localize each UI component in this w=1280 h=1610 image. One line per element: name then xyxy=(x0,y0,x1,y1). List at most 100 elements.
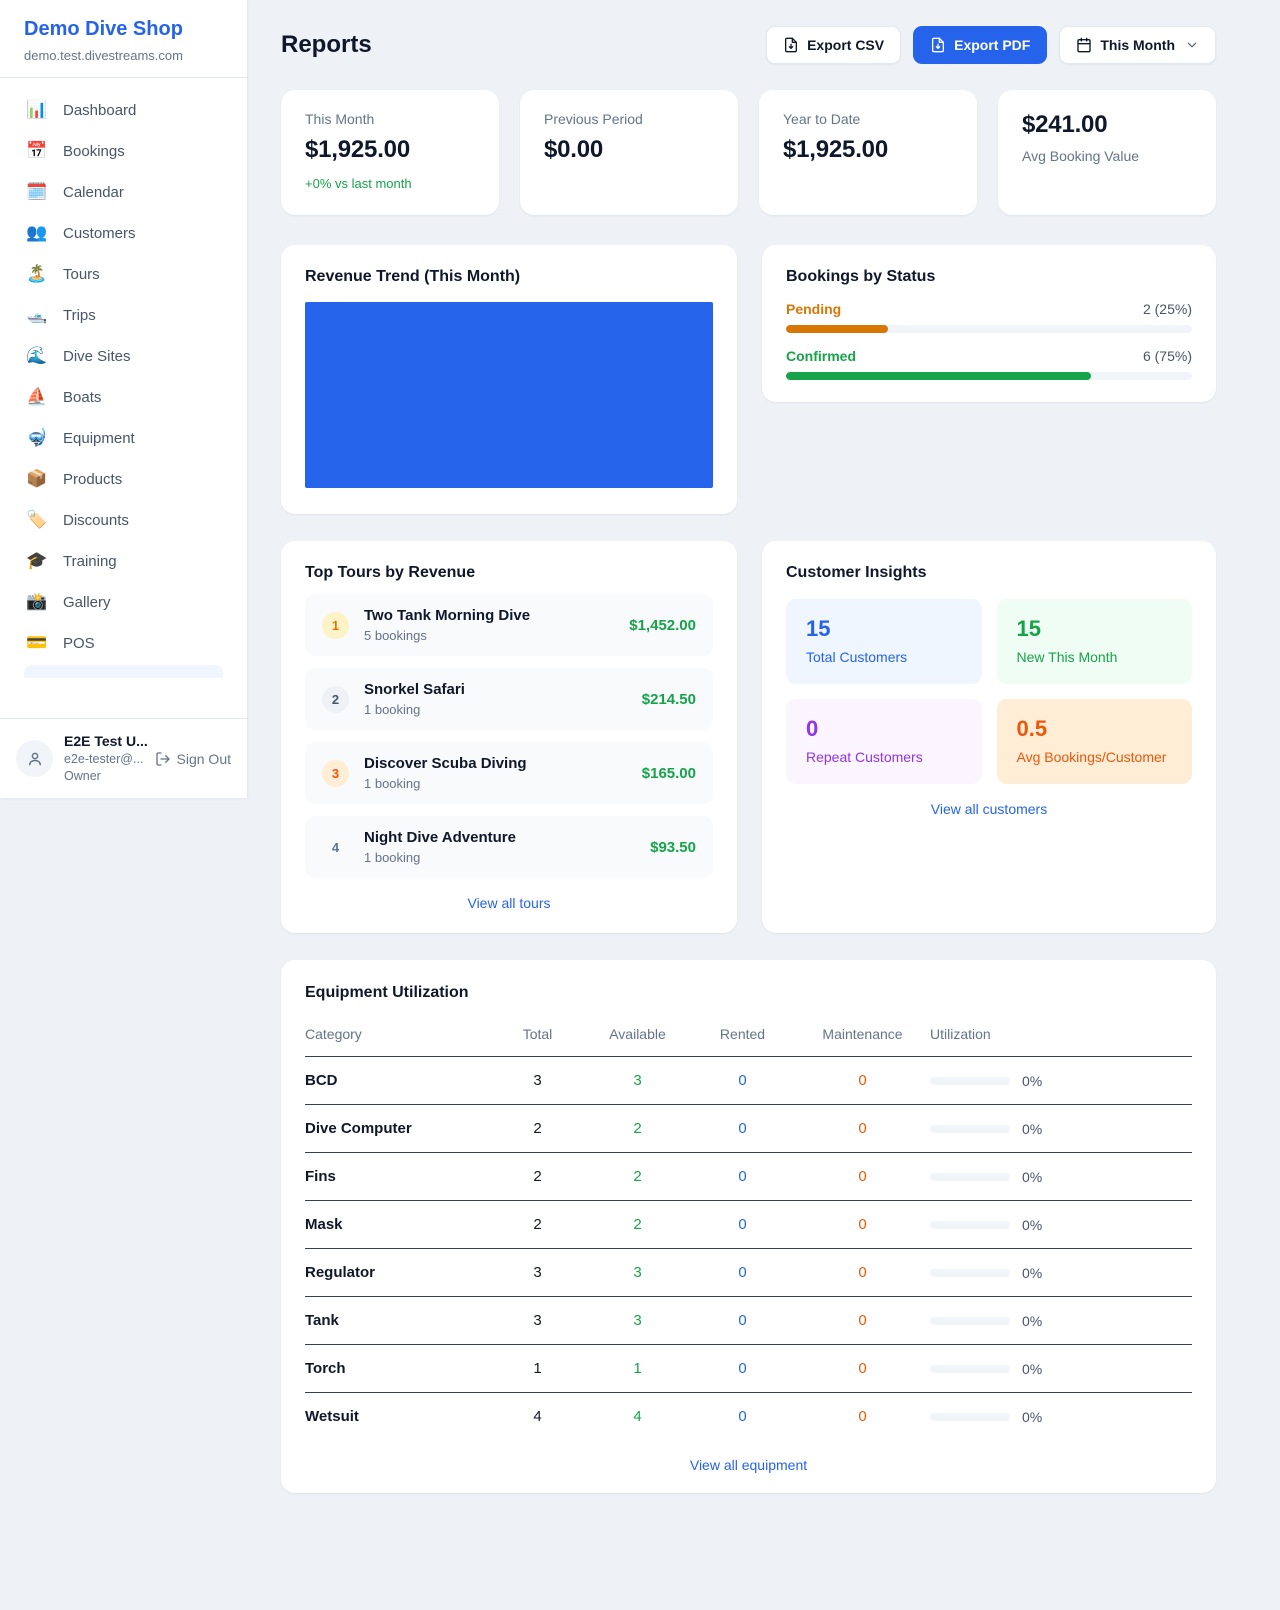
utilization-percent: 0% xyxy=(1022,1264,1043,1281)
equipment-category: Mask xyxy=(305,1200,490,1249)
bookings-calendar-icon: 📅 xyxy=(26,141,48,160)
sidebar: Demo Dive Shop demo.test.divestreams.com… xyxy=(0,0,248,798)
equipment-available: 2 xyxy=(585,1200,690,1249)
sidebar-item-dashboard[interactable]: 📊 Dashboard xyxy=(12,90,235,130)
insight-tile-repeat-customers: 0 Repeat Customers xyxy=(786,699,982,784)
stat-card-previous-period: Previous Period $0.00 xyxy=(520,90,738,215)
equipment-total: 1 xyxy=(490,1344,585,1393)
view-all-customers-link[interactable]: View all customers xyxy=(930,801,1048,817)
sidebar-item-customers[interactable]: 👥 Customers xyxy=(12,213,235,253)
sidebar-item-bookings[interactable]: 📅 Bookings xyxy=(12,131,235,171)
export-csv-label: Export CSV xyxy=(807,37,885,53)
export-csv-button[interactable]: Export CSV xyxy=(766,26,902,64)
sign-out-label: Sign Out xyxy=(176,750,231,767)
insight-tile-new-this-month: 15 New This Month xyxy=(996,599,1192,684)
stat-value: $241.00 xyxy=(1022,111,1108,138)
export-pdf-label: Export PDF xyxy=(954,37,1031,53)
equipment-total: 3 xyxy=(490,1248,585,1297)
sidebar-item-equipment[interactable]: 🤿 Equipment xyxy=(12,418,235,458)
table-row: Tank 3 3 0 0 0% xyxy=(305,1296,1192,1345)
sign-out-button[interactable]: Sign Out xyxy=(155,751,231,767)
customer-insights-title: Customer Insights xyxy=(786,564,927,581)
progress-fill xyxy=(786,325,888,333)
equipment-maintenance: 0 xyxy=(795,1200,930,1249)
user-meta: E2E Test U... e2e-tester@... Owner xyxy=(64,733,148,785)
equipment-category: Fins xyxy=(305,1152,490,1201)
equipment-rented: 0 xyxy=(690,1248,795,1297)
equipment-maintenance: 0 xyxy=(795,1152,930,1201)
tour-row: 4 Night Dive Adventure 1 booking $93.50 xyxy=(305,816,713,878)
equipment-rented: 0 xyxy=(690,1152,795,1201)
equipment-available: 4 xyxy=(633,1408,642,1425)
wave-icon: 🌊 xyxy=(26,346,48,365)
sidebar-item-trips[interactable]: 🛥️ Trips xyxy=(12,295,235,335)
sidebar-item-label: Products xyxy=(63,470,123,488)
sidebar-item-label: Tours xyxy=(63,265,100,283)
sidebar-item-training[interactable]: 🎓 Training xyxy=(12,541,235,581)
page-title: Reports xyxy=(281,31,372,58)
sidebar-item-label: Training xyxy=(63,552,117,570)
package-icon: 📦 xyxy=(26,469,48,488)
rank-badge: 4 xyxy=(331,839,340,855)
sidebar-item-reports-partial[interactable] xyxy=(24,665,223,678)
island-icon: 🏝️ xyxy=(26,264,48,283)
equipment-maintenance: 0 xyxy=(858,1408,867,1425)
utilization-track xyxy=(930,1268,1010,1277)
equipment-category: Tank xyxy=(305,1296,490,1345)
stat-delta: +0% vs last month xyxy=(305,176,412,191)
sidebar-item-label: Customers xyxy=(63,224,136,242)
status-row-pending: Pending 2 (25%) xyxy=(786,301,1192,333)
stat-card-year-to-date: Year to Date $1,925.00 xyxy=(759,90,977,215)
sidebar-item-tours[interactable]: 🏝️ Tours xyxy=(12,254,235,294)
stat-label: Avg Booking Value xyxy=(1022,148,1140,164)
utilization-track xyxy=(930,1412,1010,1421)
credit-card-icon: 💳 xyxy=(26,633,48,652)
sidebar-item-dive-sites[interactable]: 🌊 Dive Sites xyxy=(12,336,235,376)
column-header: Category xyxy=(305,1016,490,1057)
sidebar-item-calendar[interactable]: 🗓️ Calendar xyxy=(12,172,235,212)
rank-badge: 1 xyxy=(322,611,349,639)
insight-value: 15 xyxy=(1016,616,1041,641)
equipment-rented: 0 xyxy=(690,1296,795,1345)
sidebar-item-boats[interactable]: ⛵ Boats xyxy=(12,377,235,417)
equipment-available: 1 xyxy=(585,1344,690,1393)
user-email: e2e-tester@... xyxy=(64,751,144,766)
insight-label: Avg Bookings/Customer xyxy=(1016,749,1167,765)
export-pdf-button[interactable]: Export PDF xyxy=(913,26,1048,64)
revenue-trend-title: Revenue Trend (This Month) xyxy=(305,268,521,285)
progress-track xyxy=(786,372,1192,380)
camera-icon: 📸 xyxy=(26,592,48,611)
equipment-category: Regulator xyxy=(305,1248,490,1297)
period-dropdown[interactable]: This Month xyxy=(1059,26,1216,64)
sidebar-item-label: Trips xyxy=(63,306,96,324)
insight-value: 0.5 xyxy=(1016,716,1048,741)
insight-label: Total Customers xyxy=(806,649,908,665)
charts-row: Revenue Trend (This Month) Bookings by S… xyxy=(281,245,1216,514)
stat-card-avg-booking-value: $241.00 Avg Booking Value xyxy=(998,90,1216,215)
view-all-tours-link[interactable]: View all tours xyxy=(467,895,551,911)
equipment-total: 2 xyxy=(490,1152,585,1201)
utilization-percent: 0% xyxy=(1022,1120,1043,1137)
sidebar-item-gallery[interactable]: 📸 Gallery xyxy=(12,582,235,622)
insight-tile-total-customers: 15 Total Customers xyxy=(786,599,982,684)
equipment-maintenance: 0 xyxy=(795,1248,930,1297)
equipment-total: 3 xyxy=(490,1296,585,1345)
equipment-table: Category Total Available Rented Maintena… xyxy=(305,1016,1192,1440)
column-header: Rented xyxy=(690,1016,795,1057)
stat-card-this-month: This Month $1,925.00 +0% vs last month xyxy=(281,90,499,215)
table-row: Regulator 3 3 0 0 0% xyxy=(305,1248,1192,1297)
view-all-equipment-link[interactable]: View all equipment xyxy=(689,1457,808,1473)
revenue-trend-card: Revenue Trend (This Month) xyxy=(281,245,737,514)
equipment-category: Torch xyxy=(305,1344,490,1393)
sidebar-item-pos[interactable]: 💳 POS xyxy=(12,623,235,663)
sidebar-item-discounts[interactable]: 🏷️ Discounts xyxy=(12,500,235,540)
tour-amount: $93.50 xyxy=(650,838,696,856)
user-footer: E2E Test U... e2e-tester@... Owner Sign … xyxy=(0,718,247,798)
graduation-cap-icon: 🎓 xyxy=(26,551,48,570)
column-header: Maintenance xyxy=(795,1016,930,1057)
chevron-down-icon xyxy=(1187,42,1197,48)
sidebar-item-products[interactable]: 📦 Products xyxy=(12,459,235,499)
tour-row: 3 Discover Scuba Diving 1 booking $165.0… xyxy=(305,742,713,804)
equipment-total: 3 xyxy=(490,1056,585,1105)
bookings-by-status-card: Bookings by Status Pending 2 (25%) Confi… xyxy=(762,245,1216,402)
